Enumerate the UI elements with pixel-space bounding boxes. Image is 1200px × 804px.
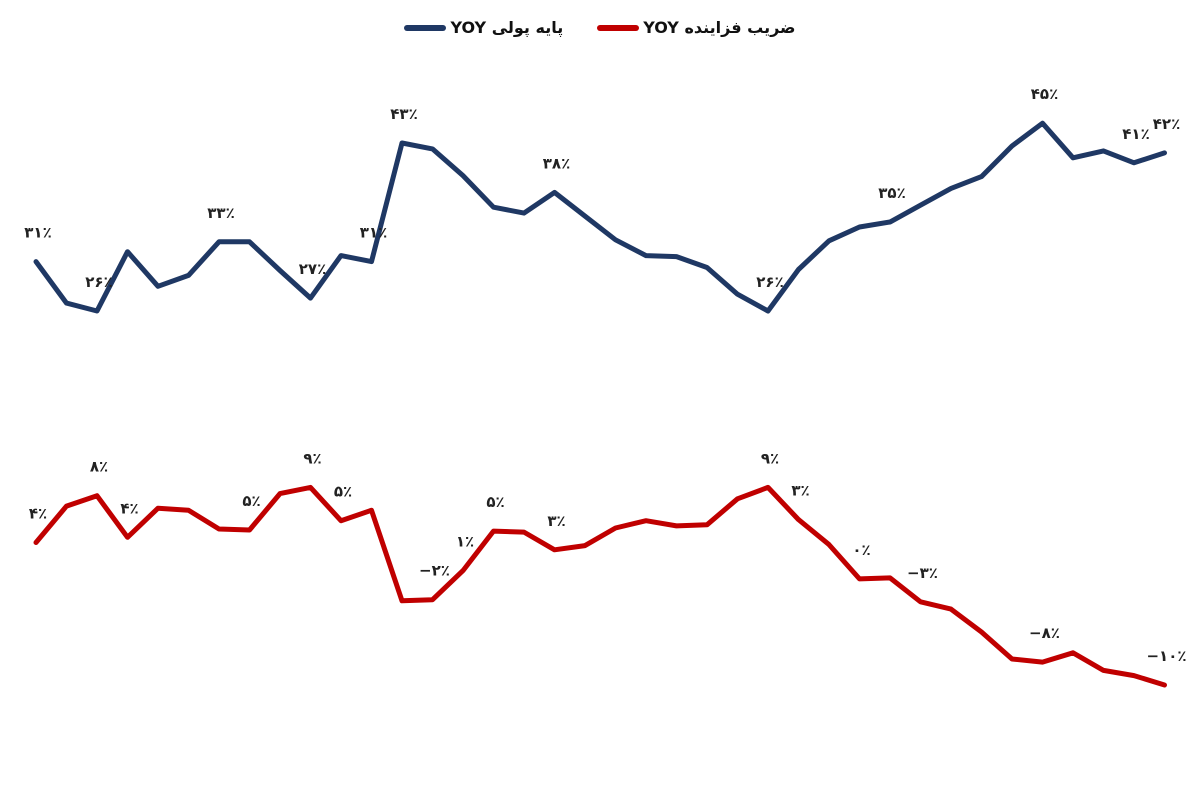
- data-label-multiplier: −۸٪: [1029, 624, 1060, 642]
- data-label-multiplier: ۴٪: [120, 499, 138, 517]
- data-label-multiplier: ۸٪: [90, 458, 108, 476]
- data-label-multiplier: ۰٪: [852, 541, 870, 559]
- data-label-multiplier: −۱۰٪: [1146, 647, 1186, 665]
- legend-item-multiplier: ضریب فزاینده YOY: [597, 18, 796, 37]
- data-label-monetary-base: ۳۵٪: [878, 184, 905, 202]
- data-label-monetary-base: ۴۲٪: [1153, 115, 1180, 133]
- data-label-multiplier: ۵٪: [242, 492, 260, 510]
- data-label-multiplier: −۳٪: [907, 564, 938, 582]
- data-label-multiplier: ۵٪: [486, 493, 504, 511]
- legend-label-monetary-base: پایه پولی YOY: [450, 18, 564, 37]
- data-label-monetary-base: ۴۳٪: [390, 105, 417, 123]
- series-line-monetary-base: [33, 120, 1167, 314]
- legend-item-monetary-base: پایه پولی YOY: [404, 18, 563, 37]
- data-label-multiplier: −۲٪: [419, 562, 450, 580]
- data-label-multiplier: ۹٪: [303, 449, 321, 467]
- data-label-monetary-base: ۳۸٪: [543, 154, 570, 172]
- data-label-monetary-base: ۳۱٪: [360, 224, 387, 242]
- data-label-monetary-base: ۳۳٪: [207, 204, 234, 222]
- data-label-multiplier: ۵٪: [334, 483, 352, 501]
- data-label-multiplier: ۳٪: [791, 482, 809, 500]
- data-label-monetary-base: ۳۱٪: [24, 224, 51, 242]
- data-label-monetary-base: ۴۱٪: [1122, 125, 1149, 143]
- data-label-monetary-base: ۲۷٪: [299, 260, 326, 278]
- legend-swatch-multiplier: [597, 24, 640, 31]
- legend-swatch-monetary-base: [404, 24, 447, 31]
- data-label-monetary-base: ۴۵٪: [1031, 85, 1058, 103]
- data-label-multiplier: ۹٪: [761, 449, 779, 467]
- data-label-multiplier: ۴٪: [29, 505, 47, 523]
- legend-label-multiplier: ضریب فزاینده YOY: [643, 18, 796, 37]
- data-label-multiplier: ۱٪: [456, 533, 474, 551]
- data-label-monetary-base: ۲۶٪: [756, 273, 783, 291]
- series-line-multiplier: [33, 484, 1167, 688]
- legend: پایه پولی YOY ضریب فزاینده YOY: [0, 18, 1200, 37]
- data-label-monetary-base: ۲۶٪: [85, 273, 112, 291]
- data-label-multiplier: ۳٪: [547, 512, 565, 530]
